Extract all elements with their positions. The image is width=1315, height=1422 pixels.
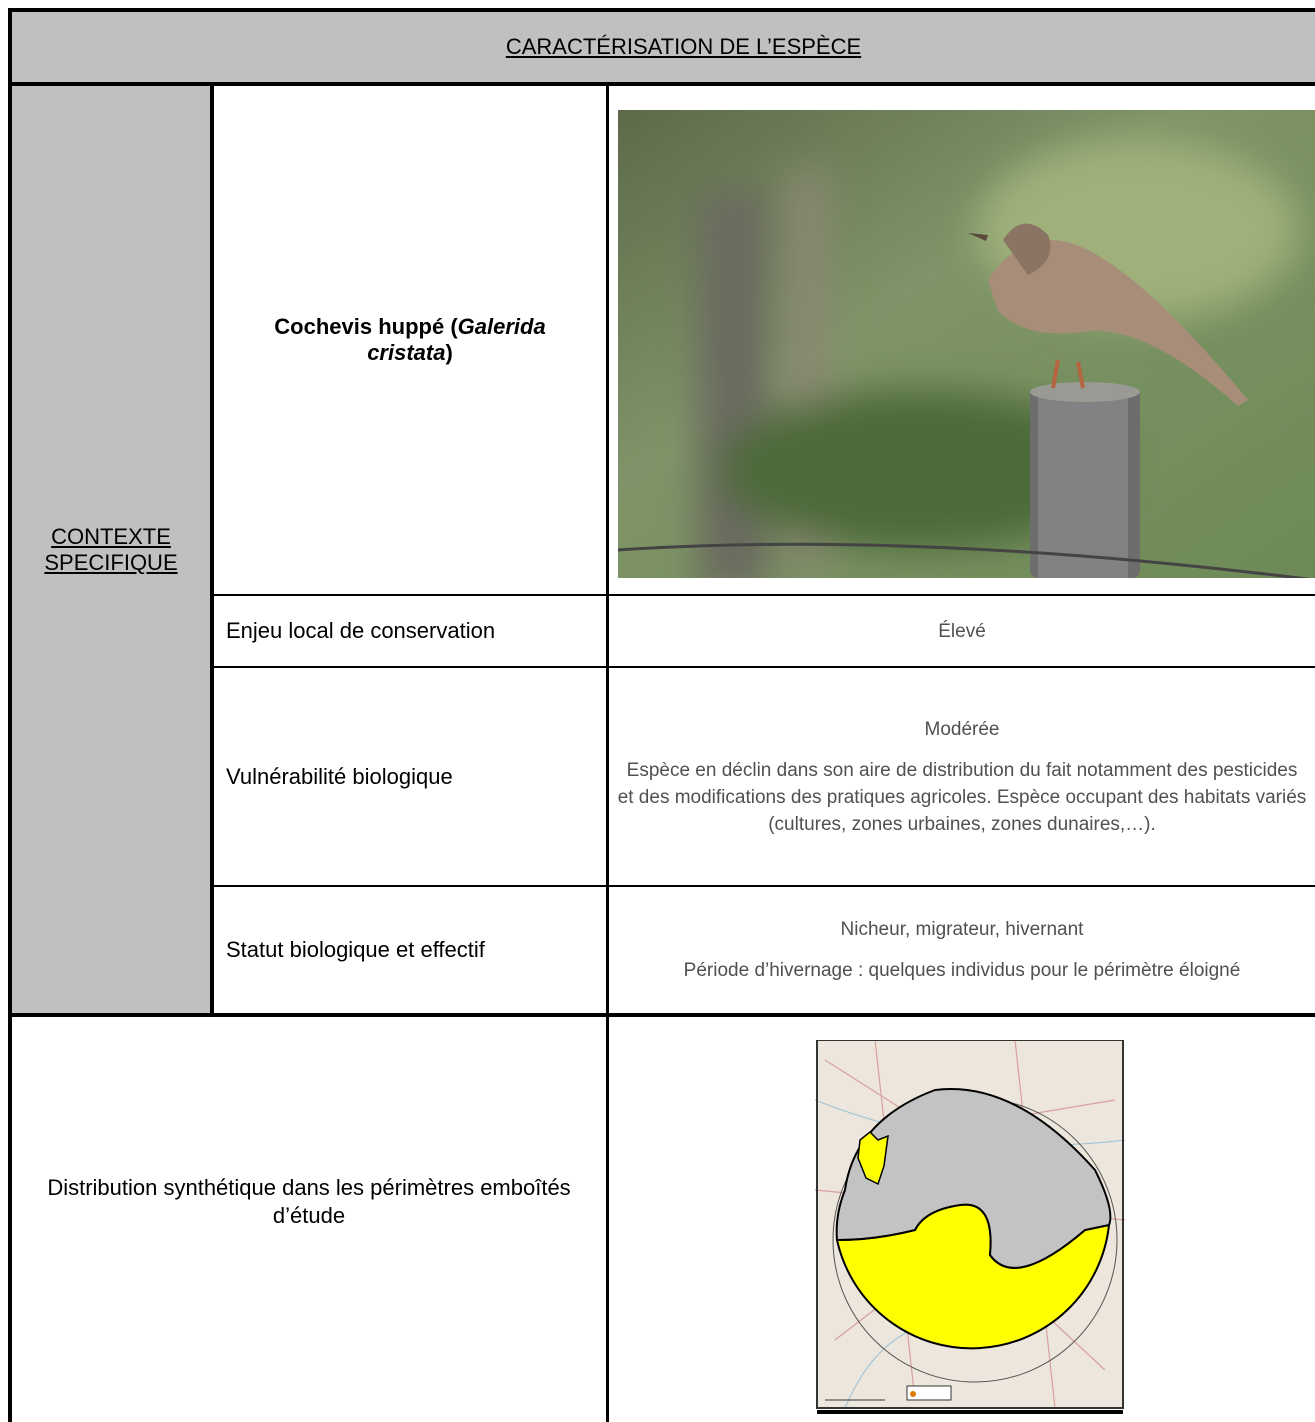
row-value-text: Période d’hivernage : quelques individus… <box>683 960 1241 981</box>
context-background <box>12 86 210 1013</box>
border <box>8 1013 1315 1017</box>
row-label-text: Enjeu local de conservation <box>226 618 496 643</box>
species-common: Cochevis huppé ( <box>274 314 458 339</box>
species-cell: Cochevis huppé (Galerida cristata) <box>214 86 606 594</box>
border <box>210 84 214 1015</box>
row-value-text: Nicheur, migrateur, hivernant <box>840 919 1084 940</box>
row-label: Vulnérabilité biologique <box>214 668 606 885</box>
border <box>8 82 1315 86</box>
border <box>8 8 1315 12</box>
border <box>212 885 1315 887</box>
species-close: ) <box>445 340 453 365</box>
border <box>212 594 1315 596</box>
row-label-text: Vulnérabilité biologique <box>226 763 453 789</box>
header-background <box>12 12 1315 82</box>
row-value: Élevé <box>609 596 1315 666</box>
row-label: Enjeu local de conservation <box>214 596 606 666</box>
distribution-cell: Distribution synthétique dans les périmè… <box>12 1017 606 1387</box>
border <box>212 666 1315 668</box>
row-value-text: Élevé <box>938 620 986 642</box>
row-value-text: Modérée <box>924 718 1000 740</box>
species-latin: Galerida cristata <box>367 314 546 365</box>
row-label: Statut biologique et effectif <box>214 887 606 1013</box>
distribution-label: Distribution synthétique dans les périmè… <box>47 1175 571 1228</box>
header-cell: CARACTÉRISATION DE L’ESPÈCE <box>12 12 1315 82</box>
border <box>606 84 609 1422</box>
species-name: Cochevis huppé (Galerida cristata) <box>234 314 586 366</box>
context-label: CONTEXTE SPECIFIQUE <box>44 523 178 575</box>
species-photo <box>618 110 1315 578</box>
border <box>8 8 12 1422</box>
header-title: CARACTÉRISATION DE L’ESPÈCE <box>505 34 862 59</box>
context-cell: CONTEXTE SPECIFIQUE <box>12 86 210 1013</box>
row-value-text: Espèce en déclin dans son aire de distri… <box>617 759 1307 835</box>
row-value: Modérée Espèce en déclin dans son aire de… <box>609 668 1315 885</box>
distribution-map <box>815 1040 1125 1414</box>
row-label-text: Statut biologique et effectif <box>226 937 485 962</box>
row-value: Nicheur, migrateur, hivernant Période d’h… <box>609 887 1315 1013</box>
